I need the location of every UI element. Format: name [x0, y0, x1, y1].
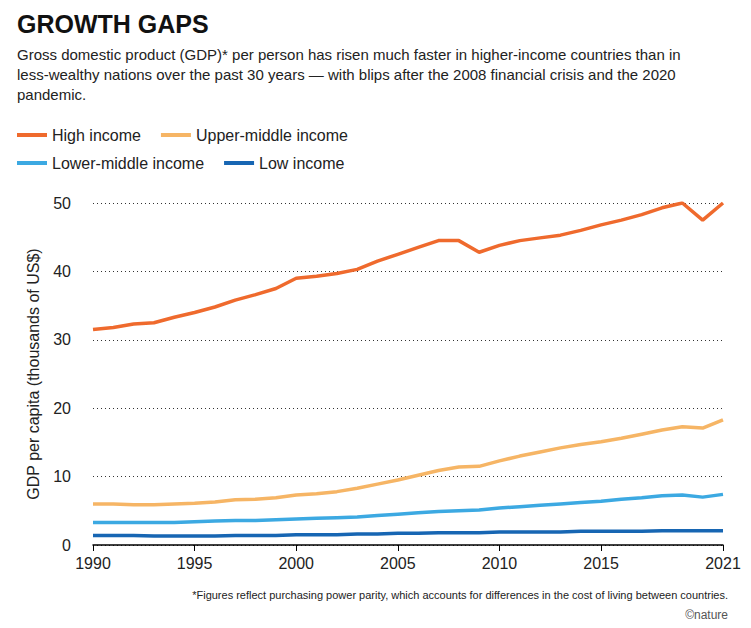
svg-text:2015: 2015 [583, 555, 619, 572]
svg-text:1995: 1995 [177, 555, 213, 572]
svg-text:GROWTH GAPS: GROWTH GAPS [17, 10, 209, 38]
svg-text:©nature: ©nature [685, 608, 728, 622]
svg-text:0: 0 [62, 537, 71, 554]
svg-text:2021: 2021 [705, 555, 741, 572]
svg-text:40: 40 [53, 263, 71, 280]
svg-text:*Figures reflect purchasing po: *Figures reflect purchasing power parity… [192, 589, 728, 601]
svg-text:2005: 2005 [380, 555, 416, 572]
svg-text:High income: High income [52, 127, 141, 144]
svg-text:20: 20 [53, 400, 71, 417]
svg-text:Lower-middle income: Lower-middle income [52, 155, 204, 172]
svg-text:GDP per capita (thousands of U: GDP per capita (thousands of US$) [25, 248, 42, 499]
svg-text:less-wealthy nations over the: less-wealthy nations over the past 30 ye… [17, 66, 680, 83]
svg-text:2010: 2010 [482, 555, 518, 572]
svg-text:50: 50 [53, 195, 71, 212]
svg-text:pandemic.: pandemic. [17, 86, 86, 103]
svg-text:10: 10 [53, 468, 71, 485]
svg-text:Low income: Low income [259, 155, 344, 172]
svg-text:2000: 2000 [278, 555, 314, 572]
svg-text:30: 30 [53, 331, 71, 348]
svg-text:Upper-middle income: Upper-middle income [196, 127, 348, 144]
svg-text:Gross domestic product (GDP)*: Gross domestic product (GDP)* per person… [17, 46, 685, 63]
svg-text:1990: 1990 [75, 555, 111, 572]
